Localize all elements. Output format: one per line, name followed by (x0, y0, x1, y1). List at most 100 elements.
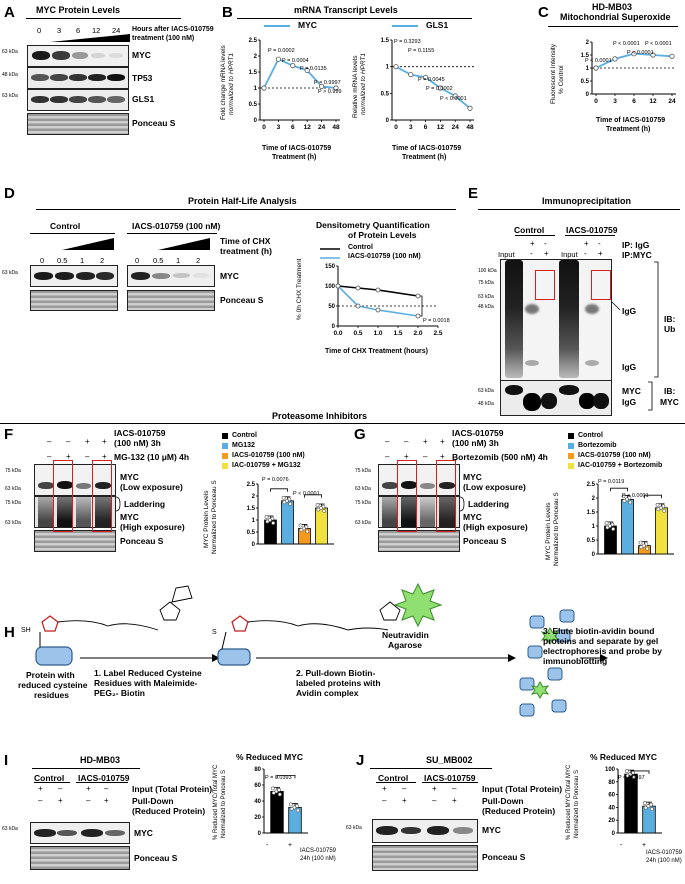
data-point (304, 67, 310, 74)
treatment-label: Hours after IACS-010759 (132, 26, 214, 33)
section-title: Proteasome Inhibitors (272, 411, 368, 421)
x-tick-label: 12 (649, 98, 657, 105)
y-tick-label: 2 (252, 494, 256, 500)
y-tick-label: 100 (605, 767, 616, 773)
bar (624, 773, 638, 834)
data-point (282, 500, 287, 505)
x-tick-label: 6 (632, 98, 636, 105)
data-point (631, 51, 637, 57)
y-tick-label: 0 (586, 92, 590, 98)
data-point (270, 786, 275, 791)
x-tick-label: 6 (424, 124, 428, 131)
p-value: P = 0.0045 (418, 77, 445, 83)
panel-b-title: mRNA Transcript Levels (294, 5, 398, 15)
group-control: Control (514, 225, 545, 235)
data-point (631, 775, 636, 780)
panel-d-title: Protein Half-Life Analysis (188, 196, 297, 206)
y-tick-label: 1 (586, 66, 590, 72)
series-line (337, 285, 419, 317)
data-point (289, 807, 294, 811)
data-point (452, 93, 458, 99)
x-tick-label: 3 (613, 98, 617, 105)
significance-bracket (644, 494, 662, 499)
y-tick-label: 1.5 (249, 70, 258, 76)
timepoint-label: 24 (112, 26, 121, 35)
data-point (655, 502, 660, 507)
y-tick-label: 2 (586, 40, 590, 46)
y-tick-label: 1 (592, 524, 596, 530)
panel-letter-j: J (356, 752, 365, 769)
timepoint-label: 12 (92, 26, 101, 35)
data-point (261, 85, 267, 91)
bar (621, 498, 634, 555)
quant-title: Densitometry Quantification (316, 220, 430, 230)
timepoint-label: 0 (37, 26, 42, 35)
igg-label: IgG (622, 362, 637, 372)
legend-treated: IACS-010759 (100 nM) (348, 253, 421, 260)
x-tick-label: 3 (409, 124, 413, 131)
y-axis-label: Normalized to Ponceau S (574, 769, 580, 838)
data-point (622, 498, 627, 503)
chart-b-gls1: 0 0.5 1 1.5 0 3 6 12 24 48 (381, 38, 474, 131)
y-tick-label: 80 (254, 767, 261, 773)
p-value: P < 0.0001 (585, 58, 612, 64)
data-point (333, 85, 339, 91)
data-point (335, 283, 341, 289)
kda-marker: 63 kDa (2, 93, 18, 99)
y-tick-label: 0.5 (587, 538, 596, 544)
blot-ponceau (372, 845, 478, 871)
ip-igg-label: IP: IgG (622, 240, 650, 250)
y-tick-label: 1.5 (581, 53, 590, 59)
data-point (643, 805, 648, 810)
y-tick-label: 0 (386, 118, 390, 124)
timepoint-label: 0.5 (57, 256, 68, 265)
y-tick-label: 1.5 (247, 506, 256, 512)
x-axis-label: Time of IACS-010759 (262, 145, 332, 152)
y-axis-label: Fold change mRNA levels (220, 45, 227, 120)
x-axis-label: Time of IACS-010759 (596, 117, 666, 124)
y-tick-label: 0 (258, 831, 262, 837)
ib-label: IB: (664, 314, 676, 324)
data-point (422, 74, 429, 80)
y-axis-label: Fluorescent Intensity (550, 44, 557, 104)
y-tick-label: 2.5 (249, 38, 258, 44)
blot-ponceau (34, 530, 116, 552)
y-tick-label: 1.5 (587, 510, 596, 516)
y-axis-label: normalized to HPRT1 (360, 52, 367, 115)
p-value: P = 0.9997 (314, 80, 341, 86)
x-tick-label: 24 (318, 124, 326, 131)
data-point (277, 792, 282, 797)
p-value: P = 0.0135 (300, 66, 327, 72)
y-axis-label: Relative mRNA levels (352, 55, 359, 119)
blot-gls1 (27, 89, 129, 111)
panel-letter-g: G (354, 426, 366, 443)
data-point (649, 807, 654, 812)
y-tick-label: 20 (254, 815, 261, 821)
row-label: MYC (132, 50, 151, 60)
data-point (669, 53, 675, 59)
chart-b-myc: 0 0.5 1 1.5 2 2.5 0 3 6 12 24 48 (249, 38, 340, 131)
blot-treated-myc (127, 265, 215, 287)
data-point (295, 808, 300, 813)
p-value: P < 0.0001 (627, 50, 654, 56)
chart-g: 0 0.5 1 1.5 2 2.5 (587, 482, 674, 558)
p-value: P < 0.0001 (645, 41, 672, 47)
p-value: P = 0.0004 (282, 58, 309, 64)
y-tick-label: 1.5 (381, 38, 390, 44)
significance-bracket (630, 770, 650, 774)
data-point (437, 85, 444, 91)
p-value: P = 0.0002 (268, 48, 295, 54)
highlight-box (436, 460, 456, 532)
data-point (264, 515, 269, 519)
x-tick-label: 24 (668, 98, 676, 105)
timepoint-label: 3 (57, 26, 62, 35)
chart-i: 0 20 40 60 80 (254, 767, 308, 837)
significance-bracket (270, 488, 288, 492)
p-value: P < 0.0001 (440, 96, 467, 102)
x-tick-label: 3 (277, 124, 281, 131)
row-label: Ponceau S (220, 295, 264, 305)
data-point (638, 540, 643, 545)
data-point (275, 56, 281, 62)
y-tick-label: 0.5 (381, 91, 390, 97)
data-point (375, 287, 381, 293)
